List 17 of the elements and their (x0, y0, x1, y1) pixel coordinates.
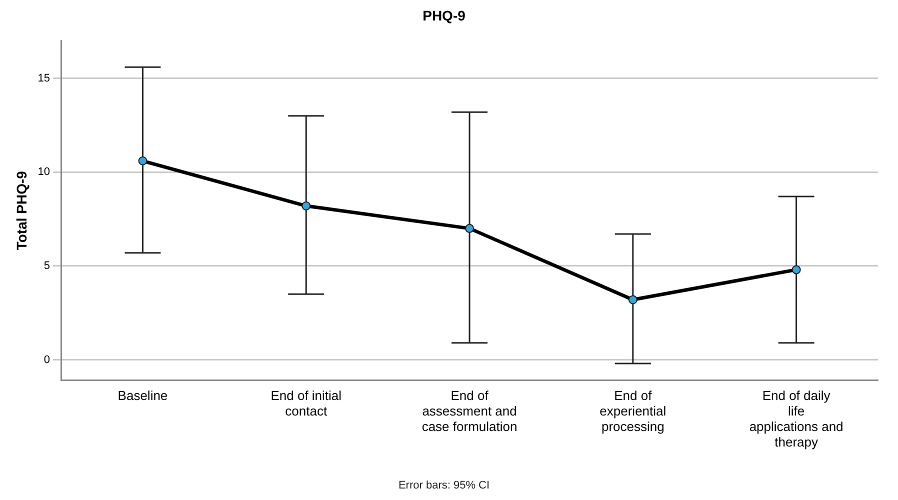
y-tick-label: 0 (44, 354, 50, 366)
point (628, 295, 638, 304)
x-tick-label: End of initial contact (270, 388, 342, 418)
y-axis-title: Total PHQ-9 (13, 170, 30, 250)
x-tick-label: End of daily life applications and therapy (749, 388, 844, 450)
x-tick-label: Baseline (118, 388, 168, 403)
point (465, 224, 474, 233)
y-tick-label: 10 (38, 166, 50, 178)
text: Error bars: 95% CI (398, 479, 490, 492)
point (302, 201, 311, 210)
x-tick-label: End of experiential processing (600, 388, 666, 434)
point (792, 265, 801, 274)
y-tick-label: 5 (44, 260, 50, 272)
y-tick-label: 15 (38, 72, 50, 84)
chart-title: PHQ-9 (422, 7, 466, 24)
x-tick-label: End of assessment and case formulation (422, 388, 518, 434)
point (138, 156, 148, 166)
